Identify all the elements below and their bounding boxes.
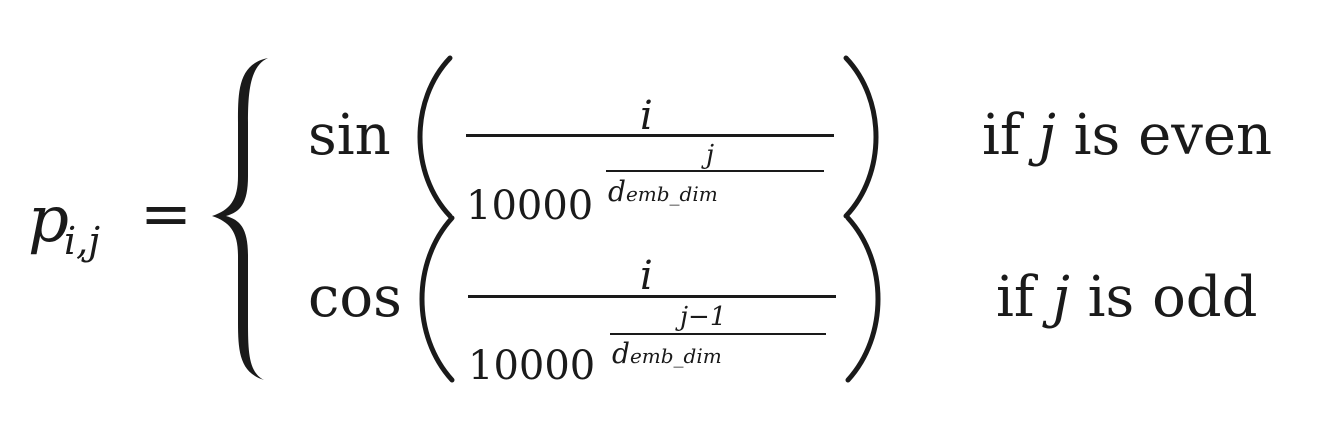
case-2-base: 10000 xyxy=(468,343,596,389)
case-1-exponent-numerator: j xyxy=(706,140,715,170)
right-paren-case-2 xyxy=(845,215,881,383)
left-curly-brace xyxy=(212,58,268,380)
case-1-base: 10000 xyxy=(466,183,594,229)
case-1-fraction-bar xyxy=(466,134,834,137)
lhs-subscript: i,j xyxy=(64,219,101,263)
case-1-exponent-denominator: demb_dim xyxy=(608,178,718,206)
case-1-exponent-d: d xyxy=(608,175,626,208)
case-1-condition-var: j xyxy=(1038,103,1056,168)
case-2-exponent-d-subscript: emb_dim xyxy=(629,344,722,368)
left-paren-case-2 xyxy=(419,215,455,383)
case-2-exponent-bar xyxy=(610,333,826,335)
case-2-condition-prefix: if xyxy=(996,265,1053,330)
case-1-function: sin xyxy=(308,103,391,168)
case-2-condition-var: j xyxy=(1052,265,1070,330)
case-2-exponent-denominator: demb_dim xyxy=(612,340,722,368)
case-2-numerator: i xyxy=(640,253,653,299)
equals-sign: = xyxy=(140,177,192,250)
case-1-condition-prefix: if xyxy=(982,103,1039,168)
right-paren-case-1 xyxy=(843,55,879,219)
lhs-symbol: p xyxy=(28,183,69,257)
case-2-condition: if j is odd xyxy=(996,270,1257,326)
case-2-fraction-bar xyxy=(468,295,836,298)
case-2-condition-suffix: is odd xyxy=(1069,265,1258,330)
case-2-function: cos xyxy=(308,265,402,330)
case-1-numerator: i xyxy=(640,93,653,139)
case-2-exponent-d: d xyxy=(612,337,630,370)
case-1-exponent-bar xyxy=(606,170,824,172)
case-1-exponent-d-subscript: emb_dim xyxy=(625,182,718,206)
left-paren-case-1 xyxy=(417,55,453,219)
case-1-condition-suffix: is even xyxy=(1055,103,1273,168)
case-1-condition: if j is even xyxy=(982,108,1272,164)
case-2-exponent-numerator: j−1 xyxy=(680,302,727,332)
